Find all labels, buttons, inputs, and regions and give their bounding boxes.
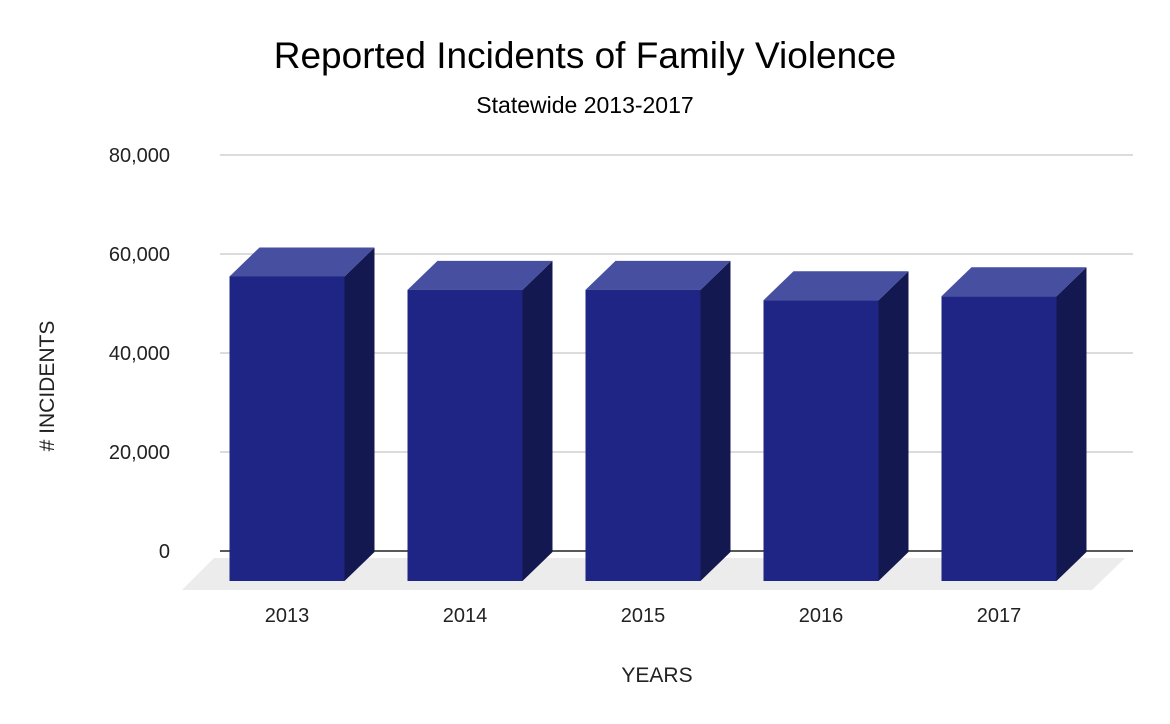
chart-title: Reported Incidents of Family Violence xyxy=(274,35,896,76)
bar xyxy=(229,247,375,581)
bar xyxy=(585,260,731,581)
bar-top xyxy=(407,260,553,290)
x-axis-label: YEARS xyxy=(621,664,692,687)
x-tick-label: 2017 xyxy=(977,605,1022,627)
x-tick-label: 2015 xyxy=(621,605,666,627)
bar-top xyxy=(941,267,1087,297)
x-axis-ticks: 2013 2014 2015 2016 2017 xyxy=(265,605,1022,627)
y-tick-label: 0 xyxy=(159,541,170,563)
x-tick-label: 2016 xyxy=(799,605,844,627)
bars xyxy=(229,247,1087,581)
bar-front xyxy=(763,300,879,581)
bar xyxy=(941,267,1087,581)
chart-subtitle: Statewide 2013-2017 xyxy=(476,92,693,118)
bar-side xyxy=(878,271,909,581)
bar-top xyxy=(763,271,909,301)
bar-front xyxy=(407,289,523,581)
bar-top xyxy=(585,260,731,290)
y-tick-label: 20,000 xyxy=(109,442,170,464)
bar-top xyxy=(229,247,375,277)
bar-side xyxy=(700,260,731,581)
x-tick-label: 2013 xyxy=(265,605,310,627)
bar-front xyxy=(941,296,1057,581)
x-tick-label: 2014 xyxy=(443,605,488,627)
bar xyxy=(407,260,553,581)
bar-side xyxy=(344,247,375,581)
bar xyxy=(763,271,909,581)
y-tick-label: 40,000 xyxy=(109,343,170,365)
y-axis-ticks: 0 20,000 40,000 60,000 80,000 xyxy=(109,145,170,563)
y-axis-label: # INCIDENTS xyxy=(36,321,59,452)
bar-front xyxy=(229,276,345,581)
y-tick-label: 80,000 xyxy=(109,145,170,167)
bar-side xyxy=(1056,267,1087,581)
bar-front xyxy=(585,289,701,581)
bar-side xyxy=(522,260,553,581)
y-tick-label: 60,000 xyxy=(109,244,170,266)
